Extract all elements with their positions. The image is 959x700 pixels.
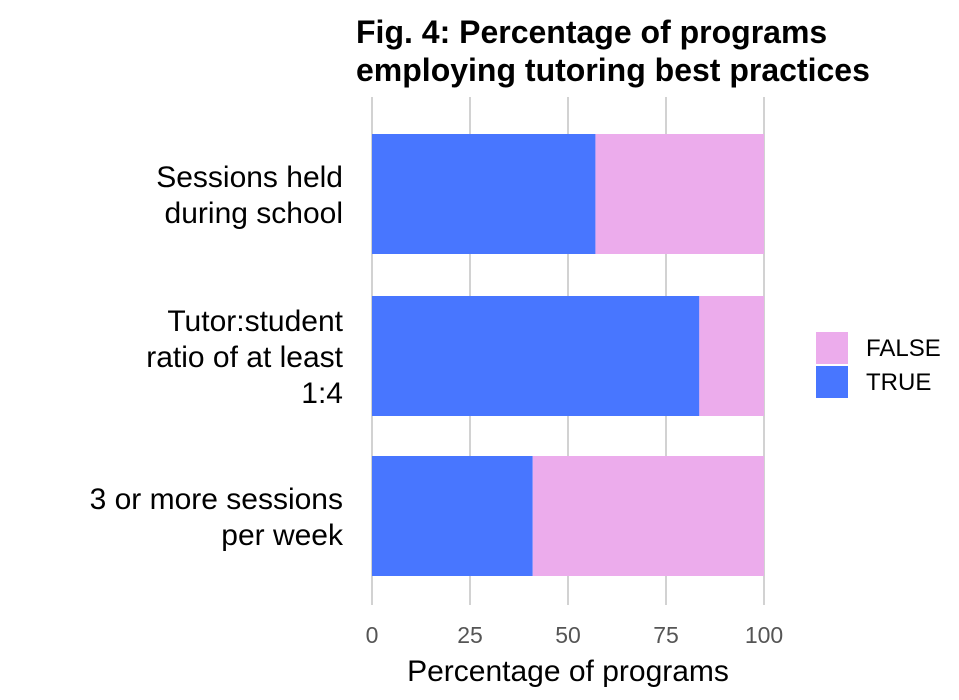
x-tick-label-75: 75 bbox=[653, 622, 679, 648]
category-label-1-line-1: ratio of at least bbox=[146, 341, 343, 374]
category-label-0-line-1: during school bbox=[165, 197, 343, 230]
legend-swatch-false bbox=[816, 332, 848, 364]
bar-false-0 bbox=[595, 134, 764, 254]
x-tick-label-25: 25 bbox=[457, 622, 483, 648]
x-tick-labels: 0 25 50 75 100 bbox=[366, 622, 784, 648]
category-label-2-line-1: per week bbox=[221, 519, 344, 552]
bar-false-2 bbox=[532, 456, 764, 576]
chart-title-line-2: employing tutoring best practices bbox=[356, 52, 870, 88]
x-tick-label-50: 50 bbox=[555, 622, 581, 648]
bar-true-0 bbox=[372, 134, 596, 254]
chart-title: Fig. 4: Percentage of programs employing… bbox=[356, 14, 870, 88]
category-label-1-line-2: 1:4 bbox=[301, 377, 343, 410]
legend-label-false: FALSE bbox=[866, 335, 941, 362]
x-tick-label-0: 0 bbox=[366, 622, 379, 648]
category-label-1-line-0: Tutor:student bbox=[167, 305, 343, 338]
x-tick-label-100: 100 bbox=[745, 622, 783, 648]
legend: FALSE TRUE bbox=[816, 332, 941, 398]
category-label-0-line-0: Sessions held bbox=[156, 161, 343, 194]
bar-true-2 bbox=[372, 456, 533, 576]
bar-true-1 bbox=[372, 296, 700, 416]
chart-title-line-1: Fig. 4: Percentage of programs bbox=[356, 14, 827, 50]
bar-false-1 bbox=[699, 296, 764, 416]
legend-label-true: TRUE bbox=[866, 369, 931, 396]
bars bbox=[372, 134, 764, 576]
x-axis-title: Percentage of programs bbox=[407, 655, 729, 688]
category-label-2-line-0: 3 or more sessions bbox=[90, 483, 343, 516]
legend-swatch-true bbox=[816, 366, 848, 398]
